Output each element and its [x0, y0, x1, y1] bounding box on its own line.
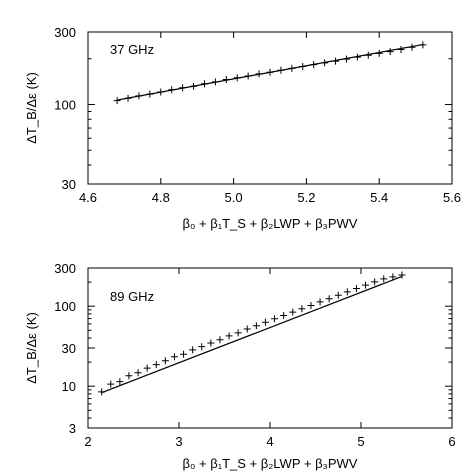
- x-tick-label: 5.2: [297, 190, 315, 205]
- data-point: [343, 288, 351, 296]
- data-point: [362, 281, 370, 289]
- data-point: [352, 285, 360, 293]
- x-tick-label: 5.6: [443, 190, 461, 205]
- data-point: [316, 298, 324, 306]
- tick-marks: [87, 267, 453, 429]
- x-tick-label: 4: [266, 434, 273, 449]
- data-point: [298, 305, 306, 313]
- data-point: [307, 301, 315, 309]
- fit-line: [101, 275, 403, 394]
- y-tick-labels: 30 100 300: [54, 25, 76, 192]
- data-point: [107, 380, 115, 388]
- x-tick-label: 4.6: [79, 190, 97, 205]
- x-tick-label: 5: [357, 434, 364, 449]
- y-tick-label: 10: [62, 379, 76, 394]
- data-point: [143, 364, 151, 372]
- data-point: [389, 273, 397, 281]
- panel-annotation: 89 GHz: [110, 289, 154, 304]
- data-point: [252, 322, 260, 330]
- data-point: [189, 346, 197, 354]
- x-tick-label: 3: [175, 434, 182, 449]
- data-point: [398, 271, 406, 279]
- y-tick-label: 100: [54, 98, 76, 113]
- x-axis-title: β₀ + β₁T_S + β₂LWP + β₃PWV: [183, 216, 358, 231]
- x-tick-labels: 2 3 4 5 6: [84, 434, 455, 449]
- y-tick-label: 3: [69, 421, 76, 436]
- data-point: [234, 329, 242, 337]
- panel-37ghz: 4.6 4.8 5.0 5.2 5.4 5.6 30 100 300 37 GHz β₀ + …: [24, 25, 461, 231]
- y-axis-title: ΔT_B/Δε (K): [24, 72, 39, 144]
- x-tick-label: 6: [448, 434, 455, 449]
- x-tick-label: 5.4: [370, 190, 388, 205]
- x-tick-label: 4.8: [152, 190, 170, 205]
- data-point: [198, 343, 206, 351]
- y-tick-label: 300: [54, 261, 76, 276]
- data-point: [216, 336, 224, 344]
- data-point: [371, 278, 379, 286]
- data-point: [380, 275, 388, 283]
- data-point: [113, 97, 121, 105]
- y-tick-label: 30: [62, 341, 76, 356]
- panel-annotation: 37 GHz: [110, 42, 154, 57]
- data-point: [261, 318, 269, 326]
- data-point: [280, 312, 288, 320]
- data-point: [134, 369, 142, 377]
- plot-frame: [87, 31, 453, 185]
- data-point: [180, 350, 188, 358]
- x-tick-labels: 4.6 4.8 5.0 5.2 5.4 5.6: [79, 190, 461, 205]
- data-point: [207, 339, 215, 347]
- y-axis-title: ΔT_B/Δε (K): [24, 312, 39, 384]
- data-point: [125, 372, 133, 380]
- y-tick-labels: 3 10 30 100 300: [54, 261, 76, 436]
- y-tick-label: 300: [54, 25, 76, 40]
- data-point: [225, 332, 233, 340]
- data-point: [271, 315, 279, 323]
- x-tick-label: 5.0: [225, 190, 243, 205]
- y-tick-label: 100: [54, 299, 76, 314]
- data-point: [386, 48, 394, 56]
- data-point: [243, 325, 251, 333]
- data-point: [289, 308, 297, 316]
- data-point: [334, 291, 342, 299]
- data-point: [161, 357, 169, 365]
- y-tick-label: 30: [62, 177, 76, 192]
- fit-line: [117, 43, 423, 101]
- x-tick-label: 2: [84, 434, 91, 449]
- data-point: [152, 361, 160, 369]
- x-axis-title: β₀ + β₁T_S + β₂LWP + β₃PWV: [183, 456, 358, 471]
- data-point: [116, 378, 124, 386]
- data-point: [325, 295, 333, 303]
- tick-marks: [87, 31, 453, 185]
- data-point: [170, 353, 178, 361]
